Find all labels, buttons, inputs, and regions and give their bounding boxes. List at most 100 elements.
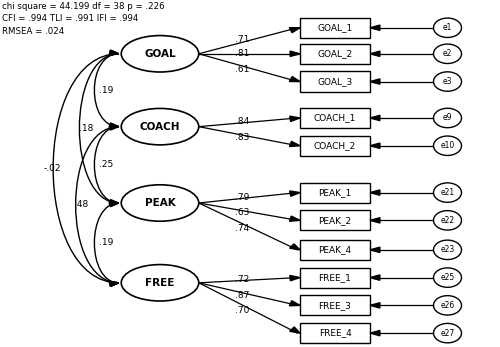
Text: e2: e2 (443, 49, 452, 58)
FancyBboxPatch shape (300, 71, 370, 92)
Circle shape (434, 18, 462, 37)
Polygon shape (290, 216, 300, 221)
Text: .83: .83 (235, 133, 249, 142)
Text: GOAL: GOAL (144, 49, 176, 59)
Text: .74: .74 (235, 224, 249, 233)
Text: GOAL_2: GOAL_2 (318, 49, 352, 58)
Circle shape (434, 296, 462, 315)
Ellipse shape (121, 108, 199, 145)
Text: .19: .19 (98, 86, 113, 95)
Polygon shape (290, 276, 300, 281)
Text: .63: .63 (235, 208, 249, 217)
Ellipse shape (121, 185, 199, 221)
Text: e1: e1 (443, 23, 452, 32)
Text: FREE_1: FREE_1 (318, 273, 352, 282)
FancyBboxPatch shape (300, 323, 370, 343)
Text: COACH_2: COACH_2 (314, 141, 356, 150)
Polygon shape (109, 50, 119, 55)
FancyBboxPatch shape (300, 183, 370, 203)
Circle shape (434, 183, 462, 202)
Ellipse shape (121, 36, 199, 72)
Text: e21: e21 (440, 188, 454, 197)
Text: GOAL_1: GOAL_1 (318, 23, 352, 32)
Ellipse shape (121, 265, 199, 301)
Text: e26: e26 (440, 301, 454, 310)
Text: .79: .79 (235, 193, 249, 202)
Text: FREE_3: FREE_3 (318, 301, 352, 310)
Text: .81: .81 (235, 49, 249, 58)
Text: GOAL_3: GOAL_3 (318, 77, 352, 86)
Text: .71: .71 (235, 35, 249, 44)
Polygon shape (290, 244, 300, 250)
Circle shape (434, 211, 462, 230)
FancyBboxPatch shape (300, 44, 370, 64)
Text: .87: .87 (235, 291, 249, 300)
Text: .70: .70 (235, 306, 249, 315)
Polygon shape (290, 116, 300, 121)
Text: -.02: -.02 (44, 164, 61, 173)
Polygon shape (290, 301, 300, 306)
Polygon shape (290, 191, 300, 196)
Text: .19: .19 (98, 238, 113, 247)
Polygon shape (110, 202, 119, 206)
Text: e10: e10 (440, 141, 454, 150)
Polygon shape (370, 330, 380, 336)
Text: FREE: FREE (146, 278, 174, 288)
Circle shape (434, 136, 462, 155)
Polygon shape (290, 51, 300, 57)
Text: e27: e27 (440, 329, 454, 338)
Text: e9: e9 (443, 113, 452, 122)
Circle shape (434, 240, 462, 260)
Polygon shape (110, 200, 119, 204)
Polygon shape (110, 281, 119, 286)
Text: e3: e3 (443, 77, 452, 86)
Text: .18: .18 (79, 124, 93, 133)
Polygon shape (109, 123, 119, 128)
Polygon shape (109, 202, 119, 206)
Text: PEAK_4: PEAK_4 (318, 245, 352, 254)
FancyBboxPatch shape (300, 136, 370, 156)
Polygon shape (110, 123, 119, 128)
FancyBboxPatch shape (300, 108, 370, 128)
Text: e23: e23 (440, 245, 454, 254)
Text: .61: .61 (235, 65, 249, 74)
Polygon shape (370, 303, 380, 308)
Text: .25: .25 (98, 160, 113, 169)
Polygon shape (109, 282, 119, 286)
Circle shape (434, 44, 462, 64)
FancyBboxPatch shape (300, 268, 370, 288)
Text: .48: .48 (74, 200, 88, 209)
Polygon shape (290, 28, 300, 33)
Polygon shape (110, 125, 119, 130)
Polygon shape (110, 50, 119, 55)
FancyBboxPatch shape (300, 295, 370, 315)
Polygon shape (370, 190, 380, 195)
Polygon shape (370, 25, 380, 31)
Circle shape (434, 108, 462, 128)
Text: COACH: COACH (140, 122, 180, 132)
FancyBboxPatch shape (300, 240, 370, 260)
Text: FREE_4: FREE_4 (318, 329, 352, 338)
Polygon shape (370, 51, 380, 57)
Text: .72: .72 (235, 276, 249, 285)
Circle shape (434, 72, 462, 91)
FancyBboxPatch shape (300, 210, 370, 230)
Polygon shape (370, 218, 380, 223)
Polygon shape (290, 77, 300, 82)
Text: e22: e22 (440, 216, 454, 225)
Circle shape (434, 268, 462, 287)
Polygon shape (370, 79, 380, 84)
Polygon shape (370, 275, 380, 280)
Text: e25: e25 (440, 273, 454, 282)
Polygon shape (370, 115, 380, 121)
Polygon shape (290, 141, 300, 146)
FancyBboxPatch shape (300, 18, 370, 38)
Text: PEAK_1: PEAK_1 (318, 188, 352, 197)
Polygon shape (290, 327, 300, 333)
Polygon shape (110, 50, 119, 55)
Polygon shape (370, 247, 380, 253)
Text: chi square = 44.199 df = 38 p = .226
CFI = .994 TLI = .991 IFI = .994
RMSEA = .0: chi square = 44.199 df = 38 p = .226 CFI… (2, 2, 165, 36)
Polygon shape (370, 143, 380, 149)
Text: .84: .84 (235, 117, 249, 126)
Polygon shape (110, 281, 119, 286)
